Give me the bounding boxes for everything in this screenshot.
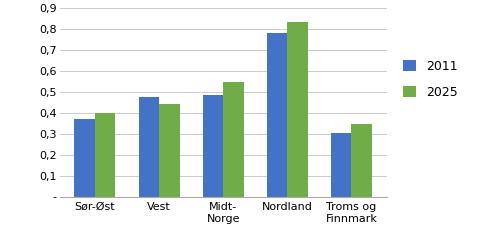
Bar <box>74 119 95 197</box>
Bar <box>223 82 244 197</box>
Bar <box>138 97 159 197</box>
Bar <box>203 95 223 197</box>
Bar <box>331 133 352 197</box>
Bar <box>159 104 180 197</box>
Bar <box>287 22 308 197</box>
Bar <box>267 33 287 197</box>
Legend: 2011, 2025: 2011, 2025 <box>400 56 461 102</box>
Bar <box>352 124 372 197</box>
Bar <box>95 113 116 197</box>
